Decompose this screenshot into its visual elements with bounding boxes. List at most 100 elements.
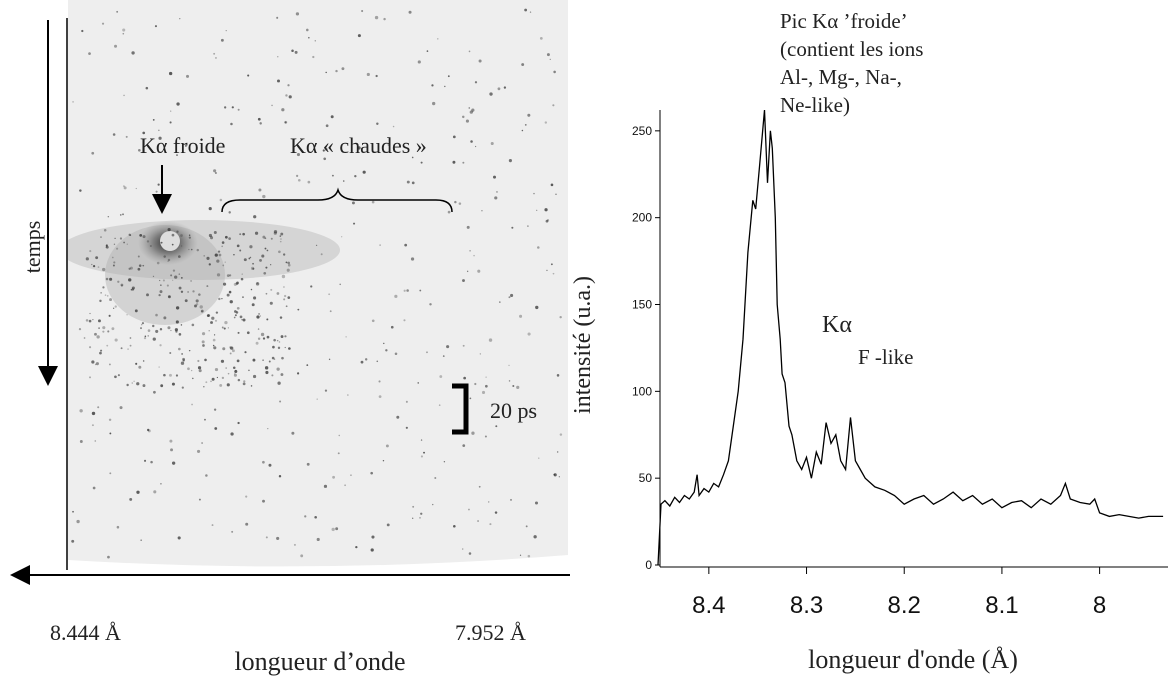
speckle <box>229 300 233 304</box>
speckle <box>200 309 204 313</box>
speckle <box>167 227 171 232</box>
speckle <box>273 338 276 342</box>
speckle <box>220 38 224 42</box>
speckle <box>406 180 410 184</box>
speckle <box>330 115 334 119</box>
speckle <box>226 383 230 387</box>
speckle <box>212 338 216 342</box>
speckle <box>114 375 117 379</box>
speckle <box>92 318 94 321</box>
speckle <box>116 247 119 250</box>
speckle <box>265 536 268 539</box>
speckle <box>462 548 464 550</box>
speckle <box>284 335 287 338</box>
speckle <box>111 327 115 331</box>
speckle <box>236 359 240 363</box>
speckle <box>163 316 167 320</box>
speckle <box>120 283 124 287</box>
speckle <box>136 382 140 386</box>
speckle <box>146 428 150 432</box>
speckle <box>426 351 428 354</box>
speckle <box>341 67 345 71</box>
speckle <box>394 294 398 298</box>
speckle <box>160 241 163 244</box>
speckle <box>159 279 161 282</box>
speckle <box>223 327 226 330</box>
speckle <box>140 327 142 330</box>
speckle <box>331 527 335 532</box>
x-tick-label: 8 <box>1093 592 1106 619</box>
speckle <box>91 263 93 266</box>
speckle <box>490 141 494 146</box>
speckle <box>237 378 241 382</box>
speckle <box>279 400 282 403</box>
speckle <box>454 200 457 204</box>
speckle <box>195 299 199 303</box>
speckle <box>100 236 102 238</box>
speckle <box>172 279 174 281</box>
speckle <box>438 404 441 406</box>
speckle <box>378 380 381 383</box>
speckle <box>190 280 192 282</box>
speckle <box>248 369 250 372</box>
speckle <box>224 106 227 109</box>
speckle <box>227 327 229 329</box>
y-axis-label: intensité (u.a.) <box>570 276 596 414</box>
speckle <box>234 369 238 374</box>
speckle <box>89 250 92 253</box>
speckle <box>503 86 507 89</box>
speckle <box>231 106 234 109</box>
speckle <box>166 284 169 287</box>
speckle <box>323 157 327 161</box>
speckle <box>207 314 211 317</box>
speckle <box>231 530 234 533</box>
speckle <box>239 249 242 252</box>
speckle <box>192 290 195 293</box>
speckle <box>249 256 252 259</box>
speckle <box>184 144 187 147</box>
speckle <box>191 403 193 406</box>
speckle <box>150 460 153 464</box>
speckle <box>525 525 528 528</box>
speckle <box>209 236 214 240</box>
speckle <box>437 38 439 40</box>
speckle <box>113 243 116 245</box>
speckle <box>219 198 223 202</box>
speckle <box>269 301 273 305</box>
speckle <box>175 306 180 310</box>
speckle <box>403 289 406 292</box>
speckle <box>201 340 205 344</box>
speckle <box>462 115 465 119</box>
speckle <box>113 261 116 264</box>
speckle <box>201 442 203 444</box>
speckle <box>366 72 370 77</box>
speckle <box>237 421 240 425</box>
speckle <box>285 305 288 308</box>
speckle <box>158 136 162 140</box>
speckle <box>208 330 210 332</box>
streak-image <box>68 0 568 567</box>
speckle <box>88 319 92 323</box>
speckle <box>85 257 89 261</box>
speckle <box>462 444 466 448</box>
speckle <box>96 335 100 339</box>
speckle <box>122 32 125 35</box>
speckle <box>143 337 147 340</box>
speckle <box>180 234 183 237</box>
speckle <box>199 305 203 309</box>
speckle <box>370 548 374 552</box>
speckle <box>242 382 246 386</box>
speckle <box>191 323 195 327</box>
speckle <box>419 289 422 292</box>
speckle <box>201 332 206 336</box>
speckle <box>412 517 414 519</box>
speckle <box>131 288 135 291</box>
speckle <box>174 275 178 279</box>
speckle <box>329 310 332 313</box>
speckle <box>102 267 106 272</box>
speckle <box>204 418 206 421</box>
speckle <box>475 145 477 148</box>
speckle <box>261 254 265 258</box>
speckle <box>322 149 325 152</box>
speckle <box>147 335 149 337</box>
